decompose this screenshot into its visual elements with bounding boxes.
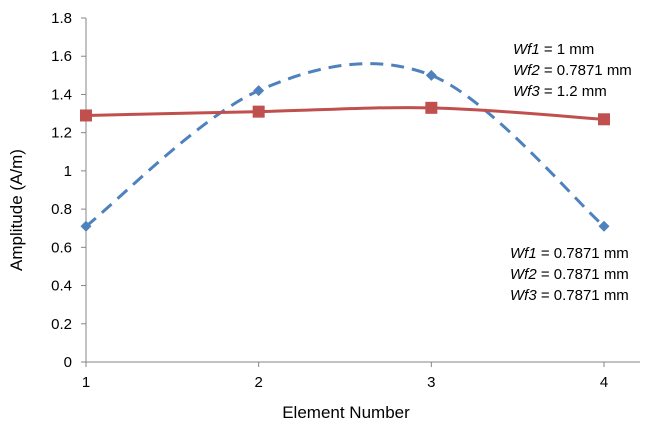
y-tick-label: 1.8 bbox=[51, 10, 72, 27]
annotation-value: = 0.7871 mm bbox=[537, 266, 629, 283]
series-1-point bbox=[598, 220, 610, 232]
series-1-point bbox=[425, 69, 437, 81]
series-2-point bbox=[425, 101, 438, 114]
series-2-point bbox=[598, 113, 610, 126]
plot-area: 0 0.2 0.4 0.6 0.8 1 1.2 1.4 1.6 1.8 1 2 3 4 bbox=[51, 10, 640, 391]
y-tick-label: 0.8 bbox=[51, 201, 72, 218]
annotation-line: Wf3 = 1.2 mm bbox=[513, 83, 607, 100]
annotation-line: Wf2 = 0.7871 mm bbox=[510, 266, 629, 283]
y-tick-label: 1.6 bbox=[51, 48, 72, 65]
annotation-variable: Wf2 bbox=[510, 266, 537, 283]
x-tick-label: 4 bbox=[600, 374, 608, 391]
y-tick-label: 1.4 bbox=[51, 86, 72, 103]
x-tick-label: 1 bbox=[82, 374, 90, 391]
y-axis-ticks: 0 0.2 0.4 0.6 0.8 1 1.2 1.4 1.6 1.8 bbox=[51, 10, 86, 371]
series-line-2 bbox=[85, 106, 605, 121]
annotation-line: Wf1 = 0.7871 mm bbox=[510, 245, 629, 262]
y-tick-label: 1.2 bbox=[51, 125, 72, 142]
y-tick-label: 1 bbox=[64, 163, 72, 180]
series-1-point bbox=[253, 85, 265, 97]
x-axis-title: Element Number bbox=[282, 403, 410, 422]
y-tick-label: 0.6 bbox=[51, 239, 72, 256]
y-tick-label: 0.4 bbox=[51, 278, 72, 295]
series-1-point bbox=[80, 220, 92, 232]
annotation-line: Wf1 = 1 mm bbox=[513, 41, 594, 58]
x-tick-label: 2 bbox=[254, 374, 262, 391]
annotation-value: = 1.2 mm bbox=[540, 83, 607, 100]
annotation-variable: Wf1 bbox=[513, 41, 540, 58]
annotation-value: = 1 mm bbox=[540, 41, 595, 58]
annotation-value: = 0.7871 mm bbox=[540, 62, 632, 79]
series-2-point bbox=[252, 105, 265, 118]
annotation-value: = 0.7871 mm bbox=[537, 287, 629, 304]
y-axis-title: Amplitude (A/m) bbox=[7, 149, 26, 271]
x-tick-label: 3 bbox=[427, 374, 435, 391]
annotation-variable: Wf2 bbox=[513, 62, 540, 79]
series-layer bbox=[80, 62, 610, 232]
annotation-variable: Wf1 bbox=[510, 245, 537, 262]
annotation-variable: Wf3 bbox=[513, 83, 540, 100]
y-tick-label: 0 bbox=[64, 354, 72, 371]
annotation-variable: Wf3 bbox=[510, 287, 537, 304]
x-axis-ticks: 1 2 3 4 bbox=[82, 362, 608, 391]
series-line-1 bbox=[85, 62, 605, 228]
series-2-point bbox=[80, 109, 92, 122]
annotation-value: = 0.7871 mm bbox=[537, 245, 629, 262]
y-tick-label: 0.2 bbox=[51, 316, 72, 333]
annotation-line: Wf2 = 0.7871 mm bbox=[513, 62, 632, 79]
annotation-line: Wf3 = 0.7871 mm bbox=[510, 287, 629, 304]
